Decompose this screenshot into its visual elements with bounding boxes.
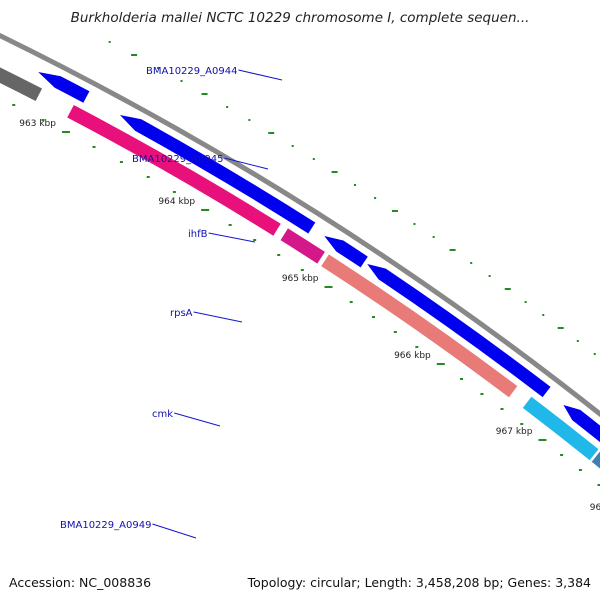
gc-mark xyxy=(201,93,208,95)
minor-tick xyxy=(12,104,16,106)
gc-mark xyxy=(449,249,456,251)
label-leader-line xyxy=(238,69,283,81)
gc-mark xyxy=(470,262,473,264)
minor-tick xyxy=(520,423,524,425)
minor-tick xyxy=(300,269,304,271)
minor-tick xyxy=(172,191,176,193)
minor-tick xyxy=(500,408,504,410)
gc-mark xyxy=(524,301,527,303)
gc-mark xyxy=(108,41,111,43)
minor-tick xyxy=(480,393,484,395)
gc-dots-track xyxy=(108,41,596,355)
minor-tick xyxy=(92,146,96,148)
tick-label: 964 kbp xyxy=(158,197,195,207)
gc-mark xyxy=(593,353,596,355)
tick-mark xyxy=(436,363,445,365)
gc-mark xyxy=(180,80,183,82)
tick-label: 966 kbp xyxy=(394,351,431,361)
cds-arrow xyxy=(38,72,90,103)
minor-tick xyxy=(560,454,564,456)
label-leader-line xyxy=(224,157,269,170)
gc-mark xyxy=(331,171,338,173)
gc-mark xyxy=(557,327,564,329)
gc-mark xyxy=(226,106,229,108)
map-title: Burkholderia mallei NCTC 10229 chromosom… xyxy=(70,10,530,26)
gene-label[interactable]: rpsA xyxy=(170,308,193,319)
minor-tick xyxy=(349,301,353,303)
minor-tick xyxy=(415,346,419,348)
gc-mark xyxy=(131,54,138,56)
gene-label[interactable]: cmk xyxy=(152,409,173,420)
label-leader-line xyxy=(193,311,243,323)
tick-label: 967 kbp xyxy=(496,427,533,437)
gc-mark xyxy=(504,288,511,290)
gc-mark xyxy=(268,132,275,134)
cds-arrow xyxy=(119,115,316,234)
gc-mark xyxy=(413,223,416,225)
gc-mark xyxy=(391,210,398,212)
minor-tick xyxy=(41,119,45,121)
minor-tick xyxy=(228,224,232,226)
gene-block[interactable] xyxy=(0,63,44,103)
gene-label-track: BMA10229_A0944 BMA10229_A0945 ihfB rpsA cmk B… xyxy=(60,66,283,539)
tick-label: 968 kbp xyxy=(590,503,600,513)
minor-tick xyxy=(578,469,582,471)
tick-label: 963 kbp xyxy=(19,119,56,129)
tick-mark xyxy=(61,131,70,133)
gene-block[interactable] xyxy=(65,103,283,238)
gc-mark xyxy=(542,314,545,316)
minor-tick xyxy=(253,239,257,241)
cds-arrow xyxy=(563,405,600,443)
accession-text: Accession: NC_008836 xyxy=(9,575,152,590)
gene-label[interactable]: BMA10229_A0944 xyxy=(146,66,237,77)
tick-label: 965 kbp xyxy=(282,274,319,284)
minor-tick xyxy=(371,316,375,318)
gene-label[interactable]: BMA10229_A0945 xyxy=(132,154,223,165)
summary-text: Topology: circular; Length: 3,458,208 bp… xyxy=(247,575,591,590)
tick-mark xyxy=(201,209,210,211)
minor-tick xyxy=(119,161,123,163)
cds-arrow xyxy=(324,236,368,268)
gc-mark xyxy=(291,145,294,147)
minor-tick xyxy=(597,484,600,486)
gc-mark xyxy=(248,119,251,121)
gene-block[interactable] xyxy=(521,395,600,462)
label-leader-line xyxy=(174,412,221,427)
tick-mark xyxy=(324,286,333,288)
gc-mark xyxy=(354,184,357,186)
gc-mark xyxy=(157,67,160,69)
minor-tick xyxy=(146,176,150,178)
minor-tick xyxy=(393,331,397,333)
label-leader-line xyxy=(152,523,197,539)
gc-mark xyxy=(576,340,579,342)
gc-mark xyxy=(374,197,377,199)
gc-mark xyxy=(432,236,435,238)
gc-mark xyxy=(488,275,491,277)
gene-block[interactable] xyxy=(279,226,327,265)
gene-label[interactable]: ihfB xyxy=(188,229,208,240)
cds-arrow xyxy=(367,264,551,398)
gene-block[interactable] xyxy=(590,449,600,600)
minor-tick xyxy=(277,254,281,256)
tick-mark xyxy=(538,439,547,441)
gene-block[interactable] xyxy=(319,253,519,399)
minor-tick xyxy=(460,378,464,380)
label-leader-line xyxy=(208,232,256,243)
gc-mark xyxy=(312,158,315,160)
gene-label[interactable]: BMA10229_A0949 xyxy=(60,520,151,531)
